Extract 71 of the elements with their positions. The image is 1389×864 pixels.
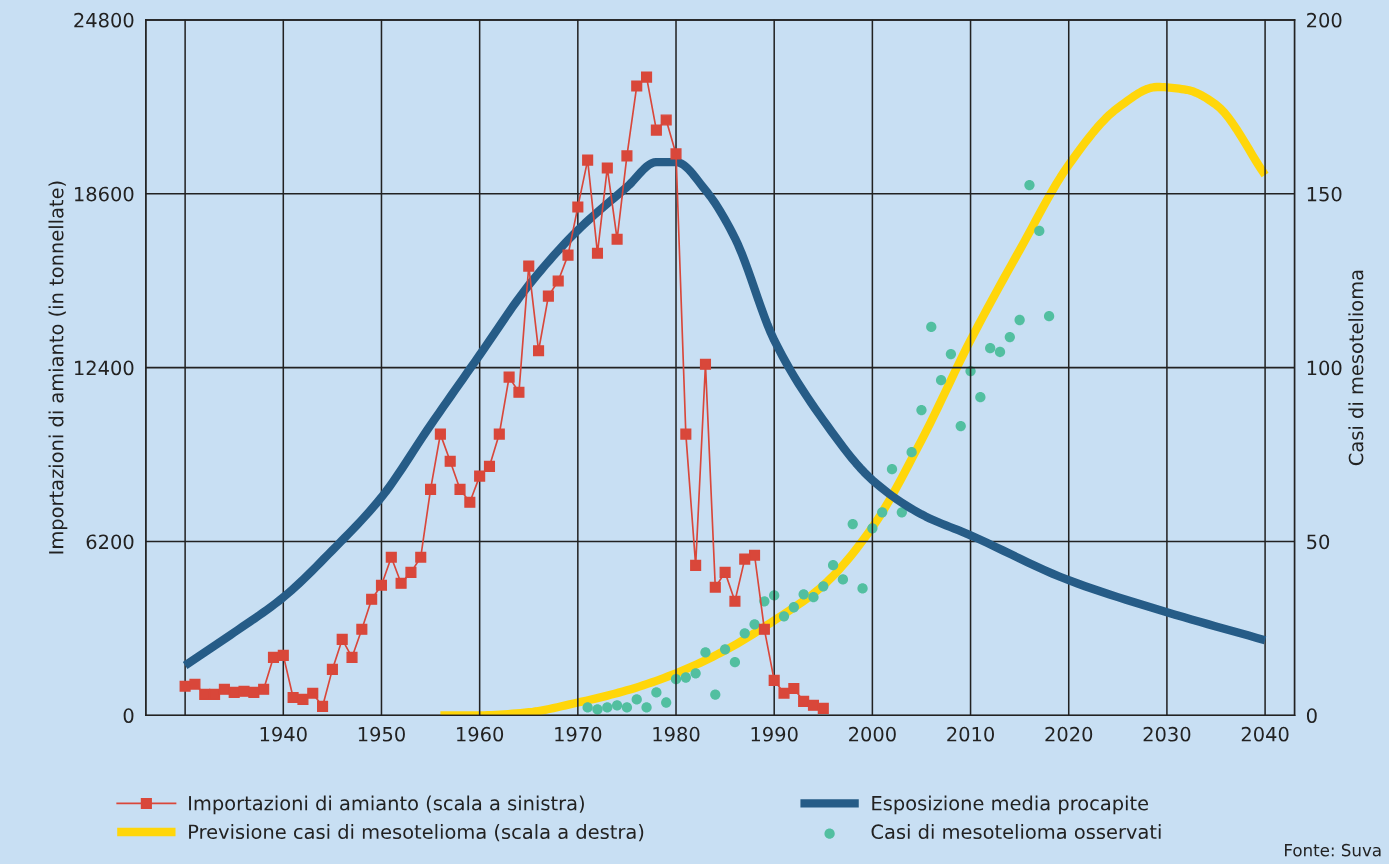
point	[857, 583, 868, 594]
point	[621, 702, 633, 713]
y2-tick-label: 150	[1307, 186, 1342, 202]
y2-tick-label: 50	[1307, 534, 1330, 550]
point	[739, 628, 750, 639]
point	[719, 644, 731, 655]
x-tick-label: 1980	[653, 726, 700, 742]
point	[631, 694, 642, 705]
point	[749, 619, 760, 630]
point	[1014, 314, 1025, 326]
point	[798, 589, 809, 600]
point	[602, 702, 613, 713]
point	[788, 602, 799, 613]
y-tick-label: 0	[123, 708, 134, 724]
y-axis-title: Importazioni di amianto (in tonnellate)	[48, 181, 68, 554]
point	[1024, 179, 1035, 191]
legend-label: Esposizione media procapite	[872, 795, 1149, 815]
point	[1004, 331, 1015, 343]
point	[818, 581, 829, 592]
x-tick-label: 2000	[849, 726, 896, 742]
point	[651, 687, 662, 698]
point	[592, 704, 603, 715]
point	[641, 702, 652, 713]
point	[945, 348, 957, 360]
point	[808, 592, 819, 603]
y-tick-label: 18600	[75, 186, 134, 202]
x-tick-label: 1950	[358, 726, 405, 742]
x-tick-label: 2040	[1241, 726, 1289, 742]
x-tick-label: 1990	[751, 726, 798, 742]
point	[935, 375, 947, 386]
point	[582, 702, 593, 713]
point	[778, 611, 790, 622]
point	[906, 446, 917, 458]
point	[896, 507, 907, 518]
point	[1043, 311, 1055, 322]
point	[729, 657, 741, 668]
legend-label: Casi di mesotelioma osservati	[871, 824, 1161, 840]
y-tick-label: 12400	[75, 360, 134, 376]
x-tick-label: 2030	[1143, 726, 1191, 742]
point	[661, 697, 672, 708]
point	[955, 420, 966, 432]
x-tick-label: 1960	[457, 726, 504, 742]
point	[1034, 225, 1045, 237]
point	[827, 560, 839, 571]
point	[916, 404, 927, 416]
point	[847, 518, 858, 530]
x-tick-label: 1940	[260, 726, 307, 742]
y2-tick-label: 0	[1306, 708, 1317, 724]
y2-tick-label: 100	[1307, 360, 1342, 376]
y-tick-label: 24800	[74, 12, 134, 28]
legend-label: Previsione casi di mesotelioma (scala a destra)	[189, 824, 644, 842]
point	[837, 574, 849, 585]
y2-axis-title: Casi di mesotelioma	[1348, 270, 1364, 466]
point	[994, 346, 1006, 358]
point	[680, 672, 691, 683]
x-tick-label: 1970	[555, 726, 602, 742]
y-tick-label: 6200	[86, 534, 134, 550]
source-note: Fonte: Suva	[1285, 843, 1381, 857]
point	[611, 700, 623, 711]
point	[975, 392, 986, 403]
point	[985, 343, 996, 354]
x-tick-label: 2010	[947, 726, 995, 742]
point	[690, 668, 701, 679]
point	[700, 647, 711, 658]
point	[710, 689, 721, 700]
point	[926, 321, 937, 333]
y2-tick-label: 200	[1307, 12, 1342, 28]
legend-label: Importazioni di amianto (scala a sinistra)	[189, 795, 584, 815]
point	[877, 507, 888, 518]
x-tick-label: 2020	[1045, 726, 1093, 742]
point	[886, 464, 898, 475]
